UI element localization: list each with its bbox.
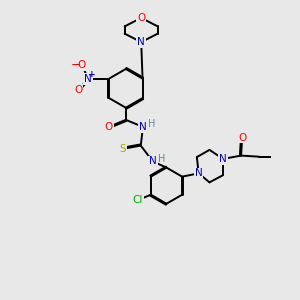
Text: −: − xyxy=(70,58,81,71)
Text: Cl: Cl xyxy=(133,195,143,205)
Text: N: N xyxy=(139,122,147,132)
Text: H: H xyxy=(158,154,165,164)
Text: O: O xyxy=(238,133,246,142)
Text: O: O xyxy=(78,60,86,70)
Text: O: O xyxy=(137,13,145,23)
Text: N: N xyxy=(219,154,227,164)
Text: N: N xyxy=(195,168,203,178)
Text: S: S xyxy=(119,144,126,154)
Text: N: N xyxy=(137,37,145,47)
Text: N: N xyxy=(149,156,157,167)
Text: O: O xyxy=(74,85,82,95)
Text: N: N xyxy=(84,74,92,84)
Text: O: O xyxy=(104,122,113,132)
Text: +: + xyxy=(88,70,96,79)
Text: H: H xyxy=(148,119,155,129)
